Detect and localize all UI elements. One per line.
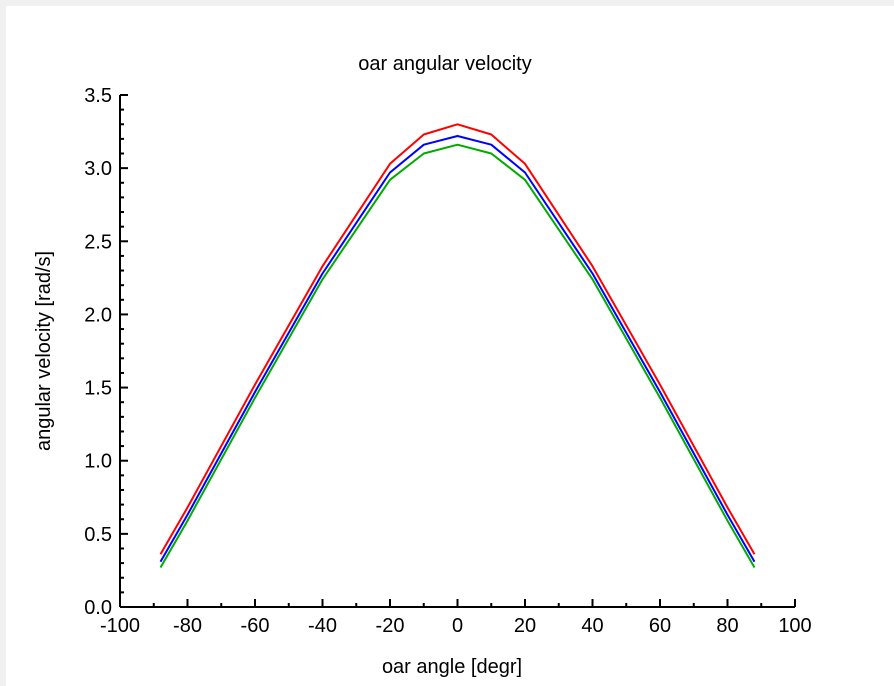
ticks [119,94,796,608]
x-tick-label: 40 [581,615,603,637]
y-tick-label: 2.5 [84,231,112,253]
series-line-2 [159,135,756,563]
tick-labels: -100 -80 -60 -40 -20 0 20 40 60 80 100 0.0 0.5 1.0 1.5… [84,85,812,637]
x-tick-label: -80 [173,615,202,637]
x-tick-label: 100 [778,615,811,637]
y-tick-label: 0.5 [84,524,112,546]
x-tick-label: 80 [716,615,738,637]
series-lines [159,123,756,568]
x-tick-label: 20 [514,615,536,637]
y-tick-label: 2.0 [84,304,112,326]
line-chart: oar angular velocity -100 -80 -60 -40 -20 0 20… [33,53,812,678]
y-tick-label: 3.5 [84,85,112,107]
x-tick-label: 0 [452,615,463,637]
y-tick-label: 1.0 [84,451,112,473]
chart-frame: oar angular velocity -100 -80 -60 -40 -20 0 20… [6,6,894,686]
x-axis-title: oar angle [degr] [382,656,522,678]
chart-title: oar angular velocity [358,53,531,75]
y-tick-label: 1.5 [84,378,112,400]
y-tick-label: 0.0 [84,597,112,619]
series-line-3 [159,143,756,568]
axes [119,95,795,608]
x-tick-label: 60 [649,615,671,637]
x-tick-label: -60 [241,615,270,637]
x-tick-label: -100 [100,615,140,637]
series-line-1 [159,123,756,555]
x-tick-label: -20 [376,615,405,637]
y-tick-label: 3.0 [84,158,112,180]
x-tick-label: -40 [308,615,337,637]
y-axis-title: angular velocity [rad/s] [33,251,55,451]
